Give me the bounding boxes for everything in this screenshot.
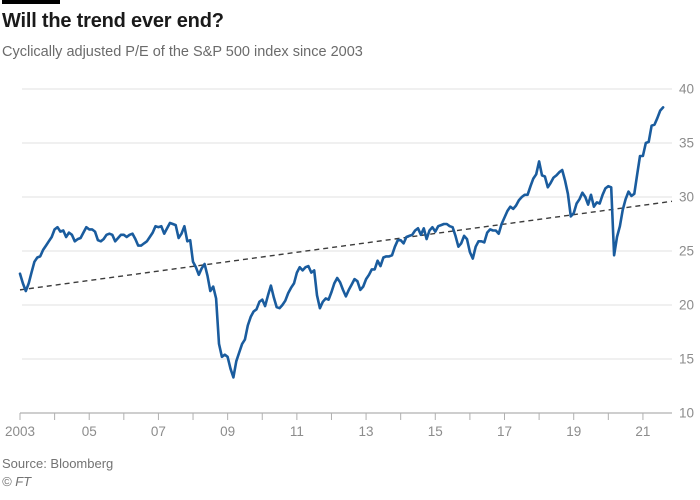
title-accent-bar (2, 0, 60, 4)
y-axis-label: 35 (679, 136, 694, 151)
source-note: Source: Bloomberg (2, 456, 114, 471)
chart-subtitle: Cyclically adjusted P/E of the S&P 500 i… (2, 44, 363, 60)
y-axis-label: 40 (679, 82, 694, 97)
x-axis-label: 17 (497, 424, 512, 439)
chart-title: Will the trend ever end? (2, 10, 224, 32)
chart-area: 10 15 20 25 30 35 40 2003 05 07 09 11 13 15 17 19 21 (0, 75, 700, 450)
x-axis-label: 15 (428, 424, 443, 439)
x-axis-label: 2003 (5, 424, 35, 439)
x-axis-label: 19 (566, 424, 581, 439)
ft-credit: © FT (2, 474, 32, 489)
x-axis-label: 07 (151, 424, 166, 439)
y-axis-label: 25 (679, 244, 694, 259)
x-axis-label: 05 (82, 424, 97, 439)
y-axis-label: 30 (679, 190, 694, 205)
y-axis-label: 20 (679, 298, 694, 313)
x-axis-label: 11 (290, 424, 304, 439)
line-chart-svg: 10 15 20 25 30 35 40 2003 05 07 09 11 13 15 17 19 21 (5, 82, 694, 440)
y-axis-label: 15 (679, 352, 694, 367)
x-axis-label: 09 (220, 424, 235, 439)
x-axis-label: 21 (635, 424, 650, 439)
y-axis-label: 10 (679, 406, 694, 421)
cape-data-line (18, 106, 665, 379)
trend-line (19, 200, 673, 291)
x-axis-label: 13 (359, 424, 374, 439)
